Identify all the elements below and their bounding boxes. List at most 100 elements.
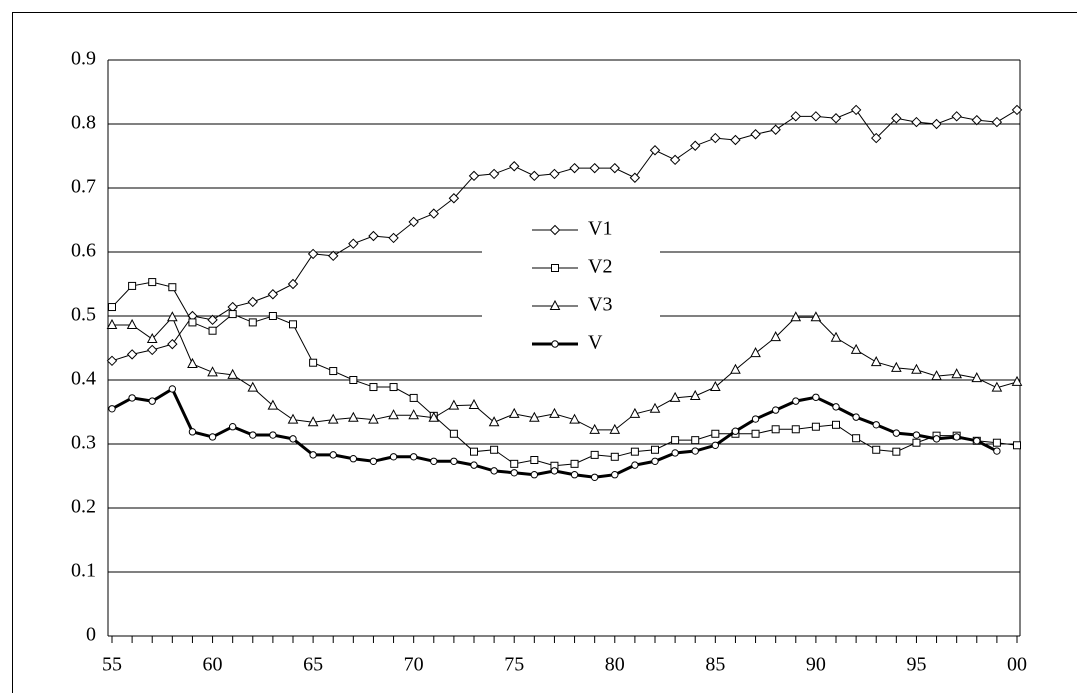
marker	[750, 129, 761, 140]
frame	[12, 12, 1077, 693]
y-tick-label: 0	[86, 624, 96, 646]
marker	[148, 278, 157, 287]
marker	[750, 347, 761, 358]
series-line	[112, 316, 1018, 431]
marker	[148, 397, 156, 405]
marker	[630, 447, 639, 456]
marker	[651, 457, 659, 465]
marker	[871, 132, 882, 144]
marker	[609, 162, 620, 174]
marker	[248, 318, 257, 327]
marker	[490, 467, 498, 475]
marker	[268, 312, 277, 320]
marker	[931, 118, 942, 130]
marker	[569, 413, 580, 424]
legend-label: V	[588, 332, 603, 354]
marker	[690, 140, 701, 151]
marker	[309, 451, 317, 459]
marker	[589, 423, 600, 434]
marker	[349, 455, 358, 463]
marker	[912, 431, 921, 439]
x-tick-label: 90	[806, 654, 826, 676]
marker	[207, 314, 218, 326]
legend-label: V1	[588, 218, 612, 240]
marker	[1013, 441, 1021, 450]
marker	[329, 367, 338, 376]
marker	[570, 459, 579, 468]
marker	[470, 447, 478, 456]
y-tick-label: 0.7	[71, 176, 96, 198]
x-tick-label: 00	[1007, 654, 1027, 676]
marker	[430, 457, 438, 465]
marker	[891, 113, 902, 124]
marker	[448, 193, 460, 204]
marker	[971, 372, 983, 383]
marker	[348, 411, 359, 422]
marker	[488, 168, 500, 180]
marker	[751, 415, 760, 423]
marker	[689, 389, 701, 400]
marker	[770, 124, 781, 135]
marker	[388, 409, 399, 420]
marker	[711, 429, 720, 438]
marker	[832, 420, 840, 429]
marker	[409, 453, 418, 461]
marker	[691, 447, 699, 455]
x-tick-label: 55	[102, 654, 122, 676]
marker	[529, 170, 540, 182]
marker	[307, 416, 319, 427]
marker	[669, 154, 681, 166]
marker	[810, 111, 822, 122]
marker	[710, 132, 721, 144]
marker	[126, 318, 138, 329]
marker	[368, 413, 379, 424]
marker	[368, 230, 379, 242]
marker	[369, 457, 378, 465]
marker	[730, 134, 741, 146]
x-tick-label: 65	[303, 654, 323, 676]
marker	[790, 311, 802, 322]
marker	[951, 111, 962, 122]
marker	[188, 318, 197, 327]
marker	[146, 332, 158, 344]
marker	[549, 299, 561, 310]
marker	[629, 407, 641, 418]
marker	[126, 349, 138, 360]
x-tick-label: 70	[404, 654, 424, 676]
marker	[549, 224, 561, 236]
marker	[389, 383, 398, 392]
marker	[450, 457, 458, 465]
marker	[569, 162, 580, 174]
marker	[711, 441, 720, 449]
marker	[852, 434, 861, 443]
marker	[651, 445, 659, 454]
marker	[287, 278, 299, 290]
marker	[791, 425, 800, 434]
marker	[309, 358, 318, 367]
marker	[508, 407, 520, 418]
marker	[408, 409, 419, 420]
marker	[609, 423, 621, 434]
y-tick-label: 0.4	[71, 368, 96, 390]
marker	[247, 296, 258, 308]
marker	[892, 447, 901, 456]
y-tick-label: 0.9	[71, 48, 96, 70]
marker	[510, 459, 519, 468]
marker	[911, 363, 922, 374]
x-tick-label: 75	[504, 654, 524, 676]
marker	[470, 461, 478, 469]
marker	[590, 473, 599, 481]
marker	[792, 397, 800, 405]
marker	[208, 433, 217, 441]
marker	[771, 406, 780, 414]
marker	[832, 403, 840, 411]
marker	[187, 357, 198, 368]
marker	[993, 447, 1001, 455]
marker	[369, 383, 378, 392]
marker	[449, 429, 458, 438]
marker	[307, 248, 319, 260]
marker	[931, 370, 942, 381]
marker	[167, 338, 178, 350]
